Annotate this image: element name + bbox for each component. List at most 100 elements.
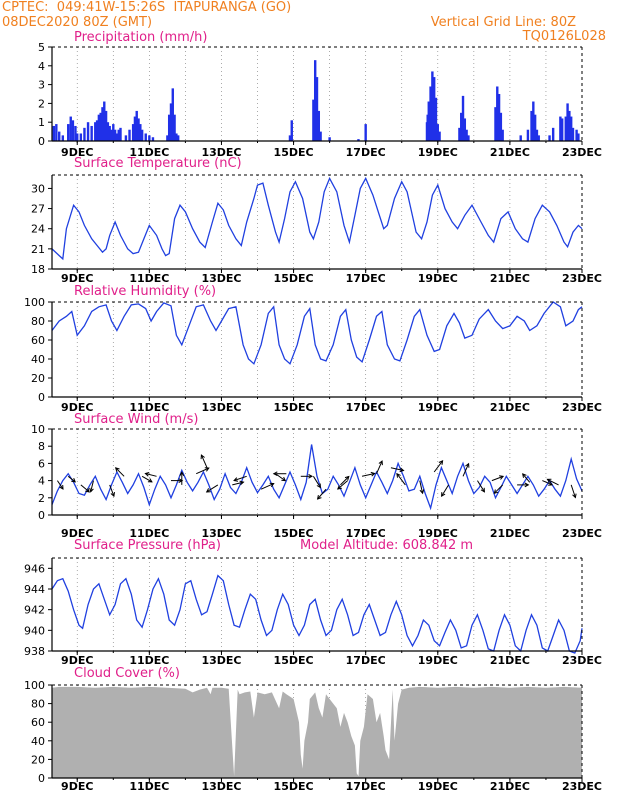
wind-arrow-head	[239, 480, 245, 486]
wind-arrow	[390, 467, 404, 471]
y-tick-label: 40	[31, 353, 45, 366]
wind-arrow-head	[200, 454, 205, 460]
y-tick-label: 27	[31, 203, 45, 216]
y-tick-label: 6	[38, 457, 45, 470]
y-tick-label: 0	[38, 391, 45, 404]
precip-bar	[61, 135, 65, 141]
precip-bar	[67, 124, 70, 141]
wind-arrow	[80, 484, 90, 493]
precip-bar	[144, 133, 147, 141]
y-tick-label: 24	[31, 223, 45, 236]
wind-arrow	[260, 483, 274, 490]
precip-bar	[128, 129, 131, 141]
precip-bar	[461, 95, 465, 141]
x-tick-label: 15DEC	[274, 272, 314, 285]
wind-arrow	[462, 463, 470, 477]
cloud-area	[52, 686, 582, 778]
wind-arrow	[493, 484, 504, 494]
precip-bar	[99, 112, 102, 141]
panel-subtitle: Model Altitude: 608.842 m	[300, 538, 473, 553]
x-tick-label: 11DEC	[129, 654, 169, 667]
x-tick-label: 17DEC	[346, 527, 386, 540]
panel-title: Precipitation (mm/h)	[74, 30, 207, 45]
x-tick-label: 19DEC	[418, 272, 458, 285]
precip-bar	[429, 86, 432, 141]
wind-arrow	[206, 484, 219, 493]
x-tick-label: 19DEC	[418, 780, 458, 793]
panel-title: Relative Humidity (%)	[74, 284, 216, 299]
precip-bar	[313, 60, 317, 141]
wind-arrow-head	[370, 471, 376, 477]
wind-arrow	[141, 475, 153, 483]
wind-arrow-head	[465, 462, 470, 468]
precip-bar	[427, 101, 430, 141]
precip-bar	[317, 110, 321, 141]
y-tick-label: 0	[38, 509, 45, 522]
precip-bar	[173, 114, 176, 141]
wind-arrow-head	[493, 489, 499, 495]
precip-bar	[74, 125, 77, 141]
precip-bar	[104, 110, 108, 141]
wind-arrow-head	[269, 482, 275, 488]
x-tick-label: 11DEC	[129, 780, 169, 793]
precip-bar	[101, 107, 104, 141]
precip-bar	[364, 124, 367, 141]
wind-arrow	[337, 480, 348, 490]
wind-arrow	[340, 476, 350, 486]
header-init-time: 08DEC2020 80Z (GMT)	[2, 15, 153, 30]
header-location: ITAPURANGA (GO)	[173, 0, 292, 15]
precip-bar	[167, 114, 171, 141]
precip-bar	[497, 94, 501, 141]
x-tick-label: 19DEC	[418, 654, 458, 667]
panel-rh: Relative Humidity (%) 0 20 40 60 80 100 9DEC 11D…	[24, 284, 602, 414]
wind-arrow-head	[204, 467, 210, 472]
precip-bar	[108, 125, 111, 141]
wind-arrow-head	[281, 476, 287, 482]
precip-bar	[103, 101, 106, 141]
wind-arrow-head	[546, 478, 552, 483]
x-tick-label: 13DEC	[201, 401, 241, 414]
precip-bar	[564, 116, 567, 141]
y-tick-label: 8	[38, 440, 45, 453]
y-tick-label: 60	[31, 334, 45, 347]
header-grid-note: Vertical Grid Line: 80Z	[430, 15, 576, 30]
precip-bar	[139, 124, 142, 141]
x-tick-label: 11DEC	[129, 272, 169, 285]
wind-arrow-head	[110, 492, 115, 498]
x-tick-label: 19DEC	[418, 146, 458, 159]
y-tick-label: 944	[24, 583, 45, 596]
x-tick-label: 13DEC	[201, 527, 241, 540]
precip-bar	[95, 120, 99, 141]
precip-bar	[319, 131, 322, 141]
wind-arrow	[115, 467, 125, 477]
y-tick-label: 30	[31, 182, 45, 195]
precip-bar	[69, 116, 72, 141]
precip-bar	[133, 116, 137, 141]
precip-bar	[460, 112, 463, 141]
panel-cloud: Cloud Cover (%) 0 20 40 60 80 100 9DEC 11DEC 13DE…	[24, 666, 602, 793]
x-tick-label: 17DEC	[346, 146, 386, 159]
y-tick-label: 2	[38, 492, 45, 505]
precip-bar	[436, 124, 439, 141]
x-tick-label: 15DEC	[274, 401, 314, 414]
y-tick-label: 18	[31, 263, 45, 276]
panel-title: Surface Temperature (nC)	[74, 156, 242, 171]
panel-pres: Surface Pressure (hPa) Model Altitude: 60…	[24, 538, 602, 667]
precip-bar	[52, 125, 56, 141]
precip-bar	[533, 114, 537, 141]
x-tick-label: 9DEC	[61, 654, 93, 667]
y-tick-label: 4	[38, 475, 45, 488]
y-tick-label: 80	[31, 315, 45, 328]
wind-arrow	[396, 473, 406, 486]
precip-bar	[175, 133, 178, 141]
precip-bar	[431, 71, 434, 141]
y-tick-label: 10	[31, 423, 45, 436]
precip-bar	[434, 97, 438, 141]
precip-bar	[288, 135, 292, 141]
precip-bar	[548, 135, 551, 141]
wind-arrow	[542, 480, 553, 486]
wind-arrow	[196, 467, 210, 475]
x-tick-label: 11DEC	[129, 527, 169, 540]
precip-bar	[494, 107, 497, 141]
